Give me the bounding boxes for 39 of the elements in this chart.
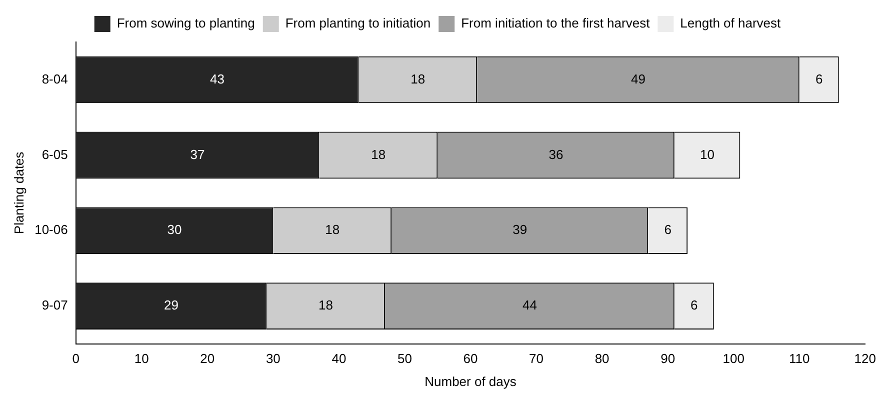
data-label: 10 — [700, 146, 715, 162]
x-tick-label: 110 — [789, 351, 810, 366]
x-tick-label: 80 — [594, 351, 610, 366]
x-tick-label: 40 — [332, 351, 346, 366]
data-label: 36 — [548, 146, 564, 162]
data-label: 18 — [410, 71, 426, 86]
x-tick-label: 10 — [134, 351, 149, 366]
data-label: 18 — [325, 222, 340, 238]
data-label: 30 — [167, 222, 182, 238]
y-tick-label: 8-04 — [42, 71, 68, 86]
x-tick-label: 50 — [397, 351, 412, 366]
data-label: 6 — [690, 298, 698, 313]
y-axis-title: Planting dates — [11, 151, 26, 234]
y-tick-label: 10-06 — [34, 222, 68, 238]
legend-label: Length of harvest — [680, 16, 782, 31]
data-label: 6 — [815, 71, 823, 86]
y-tick-label: 9-07 — [42, 298, 68, 313]
legend-label: From sowing to planting — [116, 16, 255, 31]
x-tick-label: 20 — [200, 351, 215, 366]
data-label: 29 — [164, 298, 178, 313]
x-tick-label: 60 — [463, 351, 478, 366]
legend-label: From initiation to the first harvest — [461, 16, 650, 31]
data-label: 39 — [512, 222, 528, 238]
x-axis-title: Number of days — [424, 374, 517, 389]
data-label: 37 — [190, 146, 205, 162]
data-label: 49 — [630, 71, 646, 86]
data-label: 6 — [664, 222, 672, 238]
data-label: 43 — [210, 71, 224, 86]
data-label: 18 — [371, 146, 386, 162]
legend-label: From planting to initiation — [285, 16, 431, 31]
x-tick-label: 0 — [72, 351, 80, 366]
x-tick-label: 120 — [854, 351, 876, 366]
x-tick-label: 70 — [529, 351, 544, 366]
data-label: 44 — [522, 298, 537, 313]
x-tick-label: 30 — [266, 351, 280, 366]
y-tick-label: 6-05 — [42, 146, 68, 162]
x-tick-label: 90 — [660, 351, 676, 366]
data-label: 18 — [318, 298, 334, 313]
x-tick-label: 100 — [722, 351, 744, 366]
